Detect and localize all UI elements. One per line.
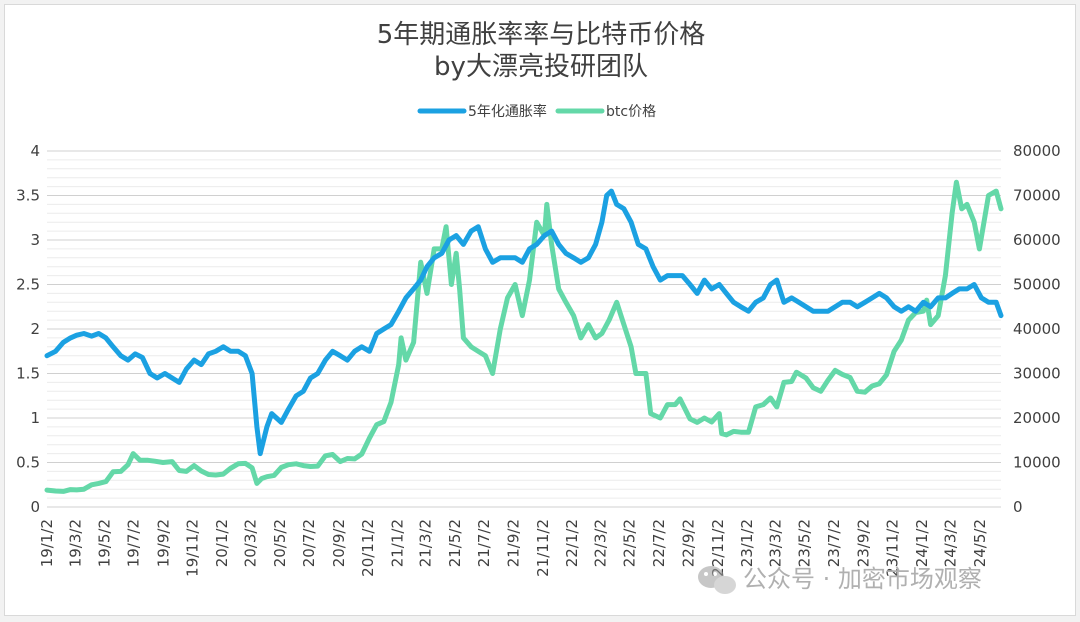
x-tick-label: 20/3/2 bbox=[242, 519, 260, 567]
x-tick-label: 19/11/2 bbox=[184, 519, 202, 577]
x-tick-label: 21/7/2 bbox=[475, 519, 493, 567]
x-tick-label: 24/3/2 bbox=[942, 519, 960, 567]
y-left-tick-label: 2 bbox=[30, 320, 40, 338]
x-tick-label: 20/7/2 bbox=[300, 519, 318, 567]
x-tick-label: 23/5/2 bbox=[796, 519, 814, 567]
y-right-tick-label: 0 bbox=[1013, 498, 1023, 516]
x-tick-label: 24/5/2 bbox=[971, 519, 989, 567]
y-left-tick-label: 0 bbox=[30, 498, 40, 516]
legend-label-btc: btc价格 bbox=[606, 104, 656, 120]
x-tick-label: 23/1/2 bbox=[738, 519, 756, 567]
chart: 5年期通胀率率与比特币价格 by大漂亮投研团队 5年化通胀率 btc价格 0 0.… bbox=[16, 20, 1061, 594]
y-left-tick-label: 1.5 bbox=[16, 365, 40, 383]
y-right-tick-label: 20000 bbox=[1013, 409, 1061, 427]
y-left-tick-label: 0.5 bbox=[16, 454, 40, 472]
y-left-tick-label: 1 bbox=[30, 409, 40, 427]
chart-title-line1: 5年期通胀率率与比特币价格 bbox=[377, 20, 706, 50]
x-tick-label: 20/11/2 bbox=[359, 519, 377, 577]
y-left-tick-label: 3.5 bbox=[16, 187, 40, 205]
x-tick-label: 20/5/2 bbox=[271, 519, 289, 567]
x-tick-label: 21/5/2 bbox=[446, 519, 464, 567]
x-tick-label: 23/7/2 bbox=[825, 519, 843, 567]
y-left-tick-label: 4 bbox=[30, 142, 40, 160]
y-right-ticks: 0 10000 20000 30000 40000 50000 60000 70000 8000… bbox=[1013, 142, 1061, 516]
grid-lines bbox=[47, 150, 1001, 508]
x-tick-label: 22/3/2 bbox=[591, 519, 609, 567]
x-tick-label: 19/1/2 bbox=[38, 519, 56, 567]
x-tick-label: 20/1/2 bbox=[213, 519, 231, 567]
x-tick-label: 22/11/2 bbox=[709, 519, 727, 577]
x-tick-label: 21/1/2 bbox=[388, 519, 406, 567]
wechat-icon bbox=[698, 566, 736, 594]
legend-label-inflation: 5年化通胀率 bbox=[468, 103, 547, 120]
x-tick-label: 23/11/2 bbox=[884, 519, 902, 577]
x-tick-label: 21/9/2 bbox=[505, 519, 523, 567]
y-right-tick-label: 70000 bbox=[1013, 187, 1061, 205]
y-right-tick-label: 50000 bbox=[1013, 276, 1061, 294]
x-tick-label: 19/7/2 bbox=[125, 519, 143, 567]
x-tick-label: 22/5/2 bbox=[621, 519, 639, 567]
y-left-tick-label: 3 bbox=[30, 231, 40, 249]
y-right-tick-label: 60000 bbox=[1013, 231, 1061, 249]
x-tick-label: 23/9/2 bbox=[854, 519, 872, 567]
x-tick-label: 20/9/2 bbox=[330, 519, 348, 567]
x-tick-label: 21/11/2 bbox=[534, 519, 552, 577]
x-tick-label: 24/1/2 bbox=[913, 519, 931, 567]
series-line-btc bbox=[44, 179, 1004, 494]
legend: 5年化通胀率 btc价格 bbox=[417, 103, 656, 120]
x-tick-label: 23/3/2 bbox=[766, 519, 784, 567]
x-tick-label: 19/5/2 bbox=[95, 519, 113, 567]
y-right-tick-label: 80000 bbox=[1013, 142, 1061, 160]
x-tick-label: 21/3/2 bbox=[417, 519, 435, 567]
series-layer bbox=[44, 179, 1004, 494]
x-tick-label: 22/7/2 bbox=[650, 519, 668, 567]
x-tick-label: 19/3/2 bbox=[66, 519, 84, 567]
x-tick-label: 22/9/2 bbox=[680, 519, 698, 567]
chart-title-line2: by大漂亮投研团队 bbox=[434, 52, 648, 82]
y-right-tick-label: 40000 bbox=[1013, 320, 1061, 338]
y-right-tick-label: 30000 bbox=[1013, 365, 1061, 383]
y-left-tick-label: 2.5 bbox=[16, 276, 40, 294]
x-ticks: 19/1/2 19/3/2 19/5/2 19/7/2 19/9/2 19/11/2 20/… bbox=[38, 519, 989, 577]
x-tick-label: 22/1/2 bbox=[563, 519, 581, 567]
y-left-ticks: 0 0.5 1 1.5 2 2.5 3 3.5 4 bbox=[16, 142, 40, 516]
watermark: 公众号 · 加密市场观察 bbox=[698, 565, 982, 594]
series-line-inflation bbox=[44, 188, 1004, 457]
chart-frame: 5年期通胀率率与比特币价格 by大漂亮投研团队 5年化通胀率 btc价格 0 0.… bbox=[4, 4, 1076, 616]
watermark-text: 公众号 · 加密市场观察 bbox=[743, 565, 982, 593]
y-right-tick-label: 10000 bbox=[1013, 454, 1061, 472]
x-tick-label: 19/9/2 bbox=[154, 519, 172, 567]
